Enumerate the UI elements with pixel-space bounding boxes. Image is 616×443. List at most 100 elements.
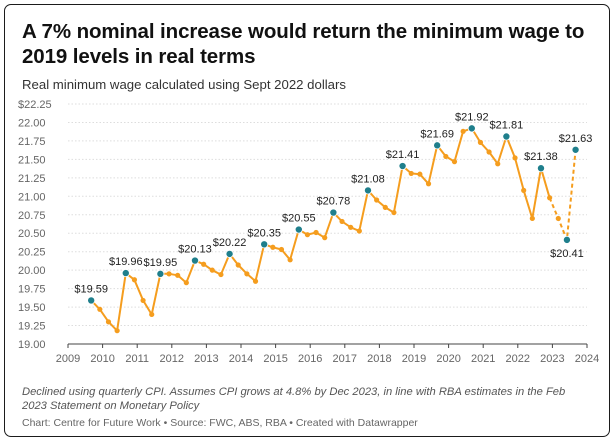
data-point <box>252 278 259 284</box>
data-point <box>278 246 285 253</box>
x-tick-label: 2017 <box>333 353 357 365</box>
grid-lines <box>67 103 588 348</box>
data-point <box>287 257 293 263</box>
x-tick-label: 2019 <box>402 353 426 365</box>
data-point <box>460 128 466 134</box>
y-tick-label: 20.00 <box>18 265 46 277</box>
data-label: $19.95 <box>144 257 178 269</box>
x-tick-label: 2011 <box>125 353 149 365</box>
chart-card: A 7% nominal increase would return the m… <box>4 4 610 437</box>
data-point <box>555 215 561 222</box>
data-label: $20.41 <box>550 248 584 260</box>
data-label: $20.35 <box>247 227 281 239</box>
data-label: $21.92 <box>455 111 489 123</box>
data-point <box>425 181 432 187</box>
y-tick-label: 19.75 <box>18 284 46 296</box>
data-point <box>209 267 215 273</box>
x-tick-label: 2024 <box>575 353 599 365</box>
highlight-point <box>502 132 511 141</box>
data-point <box>183 280 189 286</box>
data-label: $19.96 <box>109 256 143 268</box>
x-tick-label: 2013 <box>194 353 218 365</box>
data-point <box>408 170 414 177</box>
data-point <box>382 204 388 210</box>
y-tick-label: 20.75 <box>18 210 46 222</box>
x-tick-label: 2021 <box>471 353 495 365</box>
data-point <box>131 277 138 283</box>
data-point <box>495 161 501 167</box>
y-tick-label: 19.00 <box>18 339 46 351</box>
data-label: $20.22 <box>213 237 247 249</box>
series-line <box>90 127 551 332</box>
data-point <box>443 153 449 160</box>
data-label: $20.78 <box>317 196 351 208</box>
x-tick-label: 2016 <box>298 353 322 365</box>
data-label: $21.81 <box>490 119 524 131</box>
axis-labels: 19.00 19.25 19.50 19.75 20.00 20.25 20.50 20.75… <box>18 99 599 365</box>
highlight-point <box>225 249 234 258</box>
y-tick-label: 21.75 <box>18 136 46 148</box>
highlight-point <box>156 269 165 278</box>
data-label: $21.63 <box>559 133 593 145</box>
data-point <box>140 297 146 304</box>
data-point <box>486 149 492 155</box>
highlight-point <box>294 225 303 234</box>
series-lines <box>90 127 577 332</box>
x-tick-label: 2020 <box>436 353 460 365</box>
data-point <box>114 328 120 334</box>
data-point <box>105 319 112 325</box>
highlight-point <box>398 162 407 171</box>
data-label: $21.41 <box>386 149 420 161</box>
y-tick-label: 20.50 <box>18 228 46 240</box>
data-point <box>547 195 553 201</box>
x-tick-label: 2023 <box>540 353 564 365</box>
data-point <box>244 271 250 277</box>
y-tick-label: 19.25 <box>18 321 46 333</box>
chart-title: A 7% nominal increase would return the m… <box>22 20 585 68</box>
data-label: $21.08 <box>351 173 385 185</box>
highlight-point <box>467 124 476 133</box>
highlight-point <box>562 235 571 244</box>
highlight-point <box>190 256 199 265</box>
highlight-point <box>121 269 130 278</box>
y-tick-label: 21.50 <box>18 154 46 166</box>
highlight-point <box>363 186 372 195</box>
data-point <box>175 272 181 278</box>
data-points <box>87 124 580 334</box>
data-labels: $19.59$19.96 $19.95$20.13$20.22$20.35$20.… <box>74 111 592 295</box>
data-point <box>391 209 397 216</box>
data-point <box>97 306 103 312</box>
data-point <box>348 224 354 230</box>
data-point <box>451 159 458 165</box>
data-point <box>149 311 155 318</box>
data-point <box>201 261 207 267</box>
data-label: $19.59 <box>74 283 108 295</box>
data-point <box>529 215 535 222</box>
data-point <box>166 271 172 277</box>
data-point <box>313 229 319 236</box>
y-tick-label: 20.25 <box>18 247 46 259</box>
x-tick-label: 2010 <box>90 353 114 365</box>
data-point <box>304 232 311 238</box>
x-tick-label: 2012 <box>160 353 184 365</box>
data-label: $21.69 <box>420 128 454 140</box>
data-point <box>512 155 518 161</box>
y-tick-label: 19.50 <box>18 302 46 314</box>
chart-notes: Declined using quarterly CPI. Assumes CP… <box>22 386 566 412</box>
data-point <box>218 271 224 278</box>
y-tick-label: $22.25 <box>18 99 52 111</box>
x-tick-label: 2009 <box>56 353 80 365</box>
data-label: $21.38 <box>524 151 558 163</box>
y-tick-label: 21.25 <box>18 173 46 185</box>
data-point <box>322 235 328 241</box>
highlight-point <box>87 296 96 305</box>
data-label: $20.55 <box>282 213 316 225</box>
y-tick-label: 22.00 <box>18 117 46 129</box>
data-point <box>356 228 362 234</box>
data-point <box>417 171 423 177</box>
x-tick-label: 2014 <box>229 353 253 365</box>
highlight-point <box>260 240 269 249</box>
x-tick-label: 2022 <box>506 353 530 365</box>
y-tick-label: 21.00 <box>18 191 46 203</box>
